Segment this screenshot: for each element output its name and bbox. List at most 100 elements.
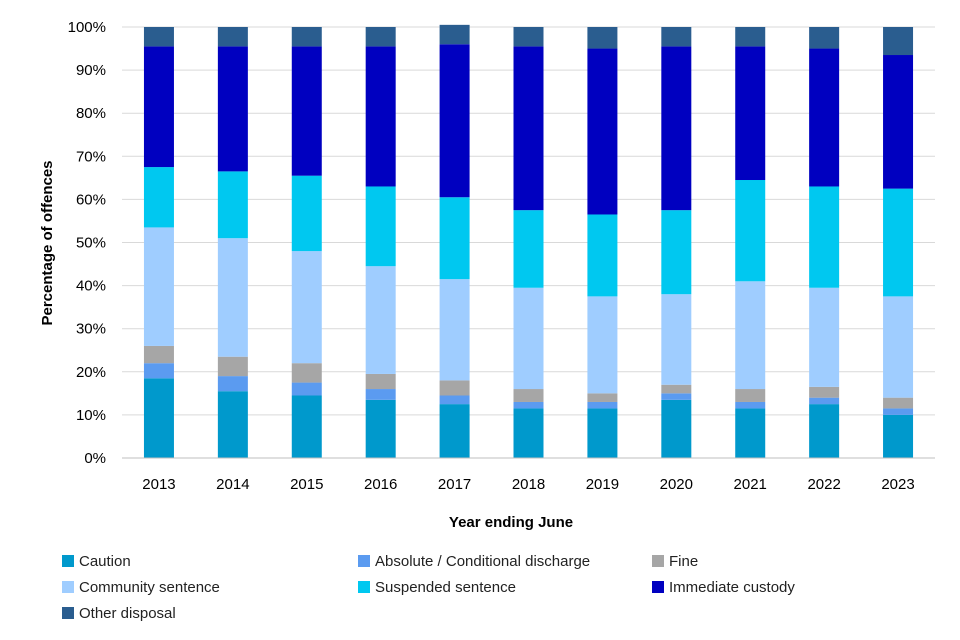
- bar-segment: [143, 167, 174, 228]
- bar-segment: [217, 376, 248, 392]
- bar-segment: [143, 363, 174, 379]
- bar-segment: [513, 27, 544, 47]
- legend-label: Caution: [79, 553, 131, 570]
- bar-segment: [291, 175, 322, 252]
- bar-segment: [217, 356, 248, 377]
- bar-segment: [735, 27, 766, 47]
- bar-segment: [661, 384, 692, 394]
- bar-segment: [735, 281, 766, 390]
- y-tick-label: 10%: [76, 407, 106, 424]
- bar-segment: [513, 210, 544, 288]
- bar-segment: [439, 24, 470, 45]
- bar-segment: [291, 251, 322, 364]
- bar-segment: [661, 46, 692, 211]
- bar-segment: [883, 27, 914, 56]
- bar-segment: [883, 188, 914, 297]
- bar-segment: [365, 266, 396, 374]
- bar-segment: [365, 46, 396, 187]
- legend-label: Community sentence: [79, 579, 220, 596]
- bar-segment: [809, 287, 840, 387]
- bar-segment: [735, 46, 766, 181]
- bar-segment: [587, 296, 618, 394]
- bar-segment: [809, 404, 840, 458]
- bar-segment: [513, 408, 544, 458]
- bar-segment: [217, 391, 248, 458]
- y-tick-label: 70%: [76, 148, 106, 165]
- bar-segment: [143, 227, 174, 346]
- bar-segment: [439, 279, 470, 381]
- legend: Caution Absolute / Conditional discharge F…: [62, 553, 795, 622]
- bar-segment: [291, 382, 322, 396]
- bar-segment: [439, 197, 470, 280]
- x-tick-label: 2019: [586, 476, 619, 493]
- y-tick-label: 60%: [76, 191, 106, 208]
- bar-segment: [883, 408, 914, 415]
- x-tick-label: 2023: [881, 476, 914, 493]
- bar-segment: [809, 48, 840, 187]
- bar-segment: [809, 186, 840, 288]
- legend-label: Fine: [669, 553, 698, 570]
- bar-segment: [365, 27, 396, 47]
- bar-segment: [587, 393, 618, 402]
- bar-segment: [439, 404, 470, 458]
- bar-segment: [217, 238, 248, 357]
- bar-segment: [661, 210, 692, 295]
- bar-segment: [735, 401, 766, 409]
- bar-segment: [883, 414, 914, 458]
- x-tick-label: 2021: [734, 476, 767, 493]
- bar-segment: [143, 46, 174, 168]
- bar-segment: [217, 171, 248, 239]
- legend-swatch: [62, 555, 74, 567]
- bar-segment: [735, 389, 766, 402]
- bar-segment: [217, 46, 248, 172]
- bar-segment: [735, 180, 766, 282]
- legend-swatch: [62, 607, 74, 619]
- bar-segment: [809, 27, 840, 49]
- x-tick-label: 2017: [438, 476, 471, 493]
- bar-segment: [365, 389, 396, 400]
- bar-segment: [365, 399, 396, 458]
- y-tick-label: 40%: [76, 278, 106, 295]
- x-tick-label: 2013: [142, 476, 175, 493]
- x-tick-label: 2020: [660, 476, 693, 493]
- legend-swatch: [358, 555, 370, 567]
- legend-swatch: [62, 581, 74, 593]
- bar-segment: [143, 345, 174, 364]
- y-tick-label: 20%: [76, 364, 106, 381]
- bar-segment: [513, 46, 544, 211]
- bar-segment: [587, 48, 618, 215]
- bar-segment: [291, 27, 322, 47]
- bar-segment: [143, 27, 174, 47]
- bar-segment: [439, 380, 470, 396]
- y-tick-label: 80%: [76, 105, 106, 122]
- bar-segment: [661, 393, 692, 400]
- bar-segment: [661, 27, 692, 47]
- bar-segment: [587, 27, 618, 49]
- bars: [143, 24, 914, 458]
- bar-segment: [217, 27, 248, 47]
- x-tick-label: 2015: [290, 476, 323, 493]
- legend-label: Absolute / Conditional discharge: [375, 553, 590, 570]
- bar-segment: [735, 408, 766, 458]
- bar-segment: [809, 386, 840, 398]
- y-axis-title: Percentage of offences: [39, 160, 56, 325]
- x-tick-label: 2018: [512, 476, 545, 493]
- bar-segment: [143, 378, 174, 458]
- bar-segment: [513, 389, 544, 402]
- bar-segment: [513, 401, 544, 409]
- bar-segment: [513, 287, 544, 390]
- bar-segment: [883, 296, 914, 398]
- legend-swatch: [358, 581, 370, 593]
- bar-segment: [365, 186, 396, 267]
- axes: 0% 10% 20% 30% 40% 50% 60% 70% 80% 90% 100% 2013 201…: [68, 19, 935, 493]
- bar-segment: [809, 397, 840, 405]
- bar-segment: [587, 214, 618, 297]
- legend-label: Immediate custody: [669, 579, 795, 596]
- bar-segment: [291, 363, 322, 383]
- x-tick-label: 2014: [216, 476, 249, 493]
- y-tick-label: 100%: [68, 19, 106, 36]
- bar-segment: [365, 373, 396, 390]
- legend-swatch: [652, 555, 664, 567]
- bar-segment: [439, 395, 470, 405]
